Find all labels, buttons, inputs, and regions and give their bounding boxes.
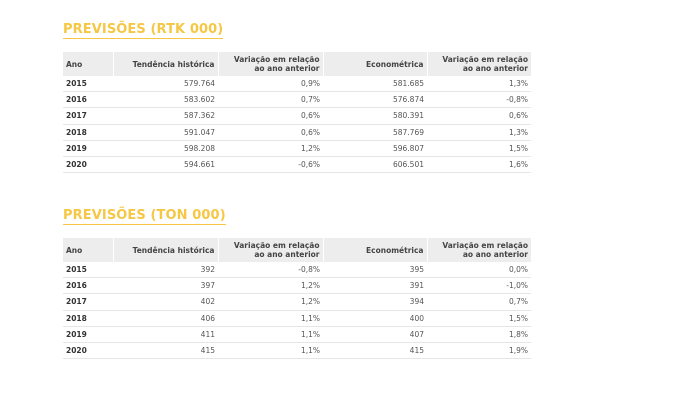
cell-variacao-econometrica: 1,9%	[427, 342, 531, 360]
cell-year: 2016	[63, 277, 113, 295]
table-row: 2018 406 1,1% 400 1,5%	[63, 310, 531, 327]
cell-year: 2018	[63, 310, 113, 327]
cell-tendencia: 591.047	[113, 124, 218, 141]
header-variacao-2: Variação em relação ao ano anterior	[427, 52, 531, 76]
cell-tendencia: 411	[113, 326, 218, 343]
header-econometrica: Econométrica	[323, 238, 428, 262]
cell-variacao-econometrica: -0,8%	[427, 91, 531, 109]
cell-tendencia: 583.602	[113, 91, 218, 109]
header-econometrica: Econométrica	[323, 52, 428, 76]
cell-econometrica: 596.807	[323, 140, 427, 157]
cell-tendencia: 392	[113, 262, 218, 279]
cell-variacao-econometrica: 0,7%	[427, 293, 531, 311]
cell-tendencia: 579.764	[113, 76, 218, 93]
section-title: PREVISÕES (RTK 000)	[63, 22, 224, 39]
cell-variacao-tendencia: 1,1%	[218, 326, 323, 343]
cell-econometrica: 587.769	[323, 124, 427, 141]
cell-variacao-econometrica: 0,0%	[427, 262, 531, 279]
cell-year: 2017	[63, 107, 113, 125]
table-row: 2020 594.661 -0,6% 606.501 1,6%	[63, 156, 531, 174]
cell-variacao-tendencia: 1,2%	[218, 293, 323, 311]
cell-econometrica: 394	[323, 293, 427, 311]
cell-variacao-econometrica: 1,5%	[427, 310, 531, 327]
cell-variacao-econometrica: 1,8%	[427, 326, 531, 343]
cell-year: 2020	[63, 156, 113, 174]
cell-year: 2015	[63, 76, 113, 93]
table-row: 2019 411 1,1% 407 1,8%	[63, 326, 531, 343]
table-row: 2020 415 1,1% 415 1,9%	[63, 342, 531, 360]
cell-variacao-econometrica: 0,6%	[427, 107, 531, 125]
cell-econometrica: 415	[323, 342, 427, 360]
cell-tendencia: 587.362	[113, 107, 218, 125]
cell-econometrica: 576.874	[323, 91, 427, 109]
cell-econometrica: 400	[323, 310, 427, 327]
cell-variacao-econometrica: 1,6%	[427, 156, 531, 174]
cell-year: 2016	[63, 91, 113, 109]
table-row: 2017 587.362 0,6% 580.391 0,6%	[63, 107, 531, 125]
table-row: 2019 598.208 1,2% 596.807 1,5%	[63, 140, 531, 157]
cell-year: 2017	[63, 293, 113, 311]
table-row: 2016 583.602 0,7% 576.874 -0,8%	[63, 91, 531, 109]
cell-variacao-tendencia: 0,6%	[218, 107, 323, 125]
cell-econometrica: 407	[323, 326, 427, 343]
cell-variacao-tendencia: 1,1%	[218, 342, 323, 360]
cell-year: 2020	[63, 342, 113, 360]
cell-variacao-tendencia: -0,8%	[218, 262, 323, 279]
header-variacao-1: Variação em relação ao ano anterior	[218, 238, 324, 262]
cell-econometrica: 606.501	[323, 156, 427, 174]
cell-year: 2019	[63, 140, 113, 157]
cell-year: 2018	[63, 124, 113, 141]
header-tendencia-historica: Tendência histórica	[113, 238, 219, 262]
cell-tendencia: 397	[113, 277, 218, 295]
cell-econometrica: 395	[323, 262, 427, 279]
cell-tendencia: 402	[113, 293, 218, 311]
cell-variacao-tendencia: 0,6%	[218, 124, 323, 141]
cell-year: 2019	[63, 326, 113, 343]
table-row: 2017 402 1,2% 394 0,7%	[63, 293, 531, 311]
cell-variacao-tendencia: 0,9%	[218, 76, 323, 93]
header-tendencia-historica: Tendência histórica	[113, 52, 219, 76]
cell-variacao-econometrica: 1,5%	[427, 140, 531, 157]
cell-econometrica: 580.391	[323, 107, 427, 125]
cell-variacao-tendencia: 1,2%	[218, 140, 323, 157]
forecast-table-ton: Ano Tendência histórica Variação em rela…	[63, 238, 531, 360]
table-row: 2015 392 -0,8% 395 0,0%	[63, 262, 531, 279]
cell-variacao-econometrica: 1,3%	[427, 76, 531, 93]
table-row: 2016 397 1,2% 391 -1,0%	[63, 277, 531, 295]
table-header-row: Ano Tendência histórica Variação em rela…	[63, 238, 531, 262]
header-variacao-2: Variação em relação ao ano anterior	[427, 238, 531, 262]
forecast-table-rtk: Ano Tendência histórica Variação em rela…	[63, 52, 531, 174]
cell-variacao-econometrica: -1,0%	[427, 277, 531, 295]
table-row: 2015 579.764 0,9% 581.685 1,3%	[63, 76, 531, 93]
cell-year: 2015	[63, 262, 113, 279]
cell-variacao-tendencia: -0,6%	[218, 156, 323, 174]
cell-tendencia: 594.661	[113, 156, 218, 174]
cell-tendencia: 598.208	[113, 140, 218, 157]
header-variacao-1: Variação em relação ao ano anterior	[218, 52, 324, 76]
cell-variacao-econometrica: 1,3%	[427, 124, 531, 141]
section-title: PREVISÕES (TON 000)	[63, 208, 226, 225]
cell-tendencia: 415	[113, 342, 218, 360]
cell-econometrica: 391	[323, 277, 427, 295]
header-ano: Ano	[63, 52, 114, 76]
forecast-section-ton: PREVISÕES (TON 000) Ano Tendência histór…	[63, 206, 531, 360]
cell-variacao-tendencia: 1,2%	[218, 277, 323, 295]
table-header-row: Ano Tendência histórica Variação em rela…	[63, 52, 531, 76]
header-ano: Ano	[63, 238, 114, 262]
cell-variacao-tendencia: 0,7%	[218, 91, 323, 109]
table-row: 2018 591.047 0,6% 587.769 1,3%	[63, 124, 531, 141]
forecast-section-rtk: PREVISÕES (RTK 000) Ano Tendência histór…	[63, 20, 531, 174]
cell-tendencia: 406	[113, 310, 218, 327]
cell-variacao-tendencia: 1,1%	[218, 310, 323, 327]
cell-econometrica: 581.685	[323, 76, 427, 93]
